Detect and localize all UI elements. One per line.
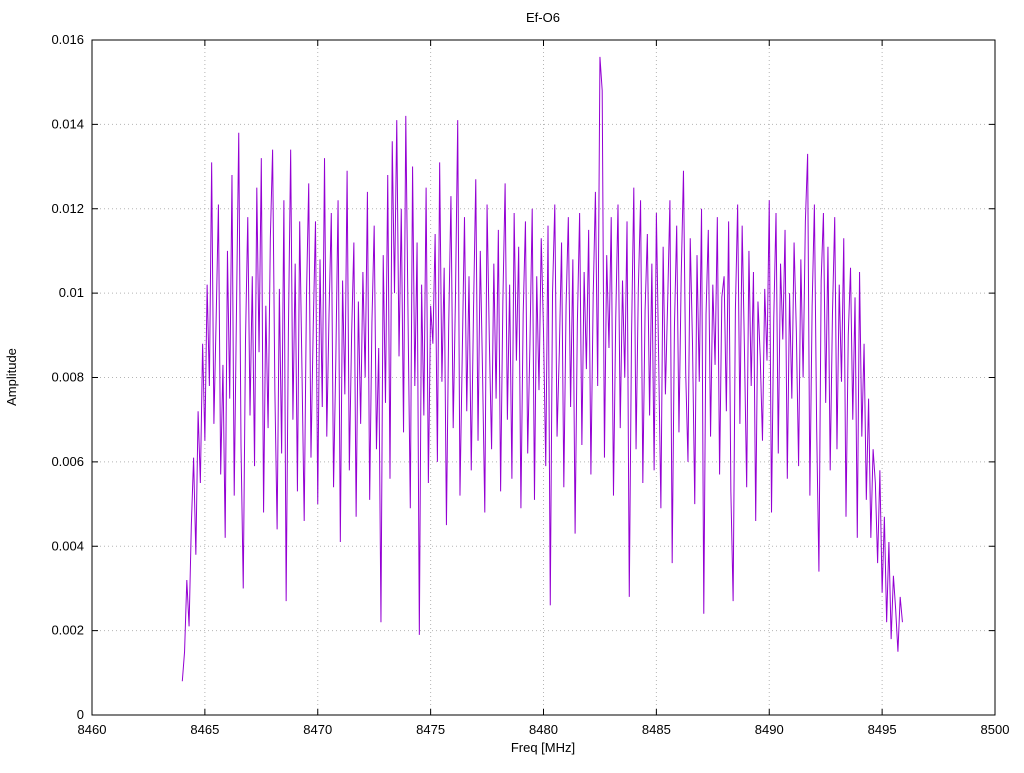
x-tick-label: 8465 [190,722,219,737]
y-tick-label: 0.004 [51,538,84,553]
grid-lines [92,40,995,715]
y-tick-label: 0 [77,707,84,722]
spectrum-trace [181,56,903,682]
x-tick-label: 8475 [416,722,445,737]
y-tick-label: 0.002 [51,623,84,638]
y-tick-label: 0.016 [51,32,84,47]
x-tick-label: 8460 [78,722,107,737]
x-axis-label: Freq [MHz] [511,740,575,755]
chart-title: Ef-O6 [526,10,560,25]
x-tick-label: 8495 [868,722,897,737]
x-tick-labels: 8460 8465 8470 8475 8480 8485 8490 8495 8500 [78,722,1010,737]
x-tick-label: 8490 [755,722,784,737]
x-tick-label: 8470 [303,722,332,737]
x-tick-label: 8480 [529,722,558,737]
x-tick-label: 8485 [642,722,671,737]
y-tick-labels: 0 0.002 0.004 0.006 0.008 0.01 0.012 0.014 0.016 [51,32,84,722]
plot-border [91,39,996,716]
tick-marks [91,39,996,716]
y-tick-label: 0.014 [51,116,84,131]
data-series [181,56,903,682]
y-axis-label: Amplitude [4,348,19,406]
y-tick-label: 0.012 [51,201,84,216]
y-tick-label: 0.008 [51,370,84,385]
y-tick-label: 0.006 [51,454,84,469]
x-tick-label: 8500 [981,722,1010,737]
y-tick-label: 0.01 [59,285,84,300]
